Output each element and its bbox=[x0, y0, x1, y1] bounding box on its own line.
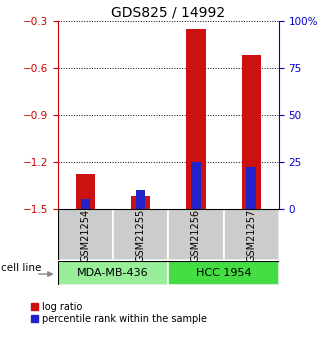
Text: MDA-MB-436: MDA-MB-436 bbox=[77, 268, 149, 278]
Text: GSM21254: GSM21254 bbox=[81, 208, 90, 262]
Bar bbox=[242, 55, 261, 209]
Bar bbox=[76, 174, 95, 209]
Text: HCC 1954: HCC 1954 bbox=[196, 268, 251, 278]
Bar bbox=[223, 209, 279, 260]
Bar bbox=[58, 261, 168, 285]
Text: GSM21255: GSM21255 bbox=[136, 208, 146, 262]
Legend: log ratio, percentile rank within the sample: log ratio, percentile rank within the sa… bbox=[31, 302, 207, 324]
Bar bbox=[168, 261, 279, 285]
Bar bbox=[81, 199, 90, 209]
Bar bbox=[247, 167, 256, 209]
Bar bbox=[136, 190, 146, 209]
Bar bbox=[113, 209, 168, 260]
Bar bbox=[186, 29, 206, 209]
Bar bbox=[191, 162, 201, 209]
Title: GDS825 / 14992: GDS825 / 14992 bbox=[111, 6, 225, 20]
Text: cell line: cell line bbox=[1, 263, 42, 273]
Text: GSM21256: GSM21256 bbox=[191, 208, 201, 262]
Bar bbox=[58, 209, 113, 260]
Bar bbox=[131, 196, 150, 209]
Bar bbox=[168, 209, 224, 260]
Text: GSM21257: GSM21257 bbox=[246, 208, 256, 262]
